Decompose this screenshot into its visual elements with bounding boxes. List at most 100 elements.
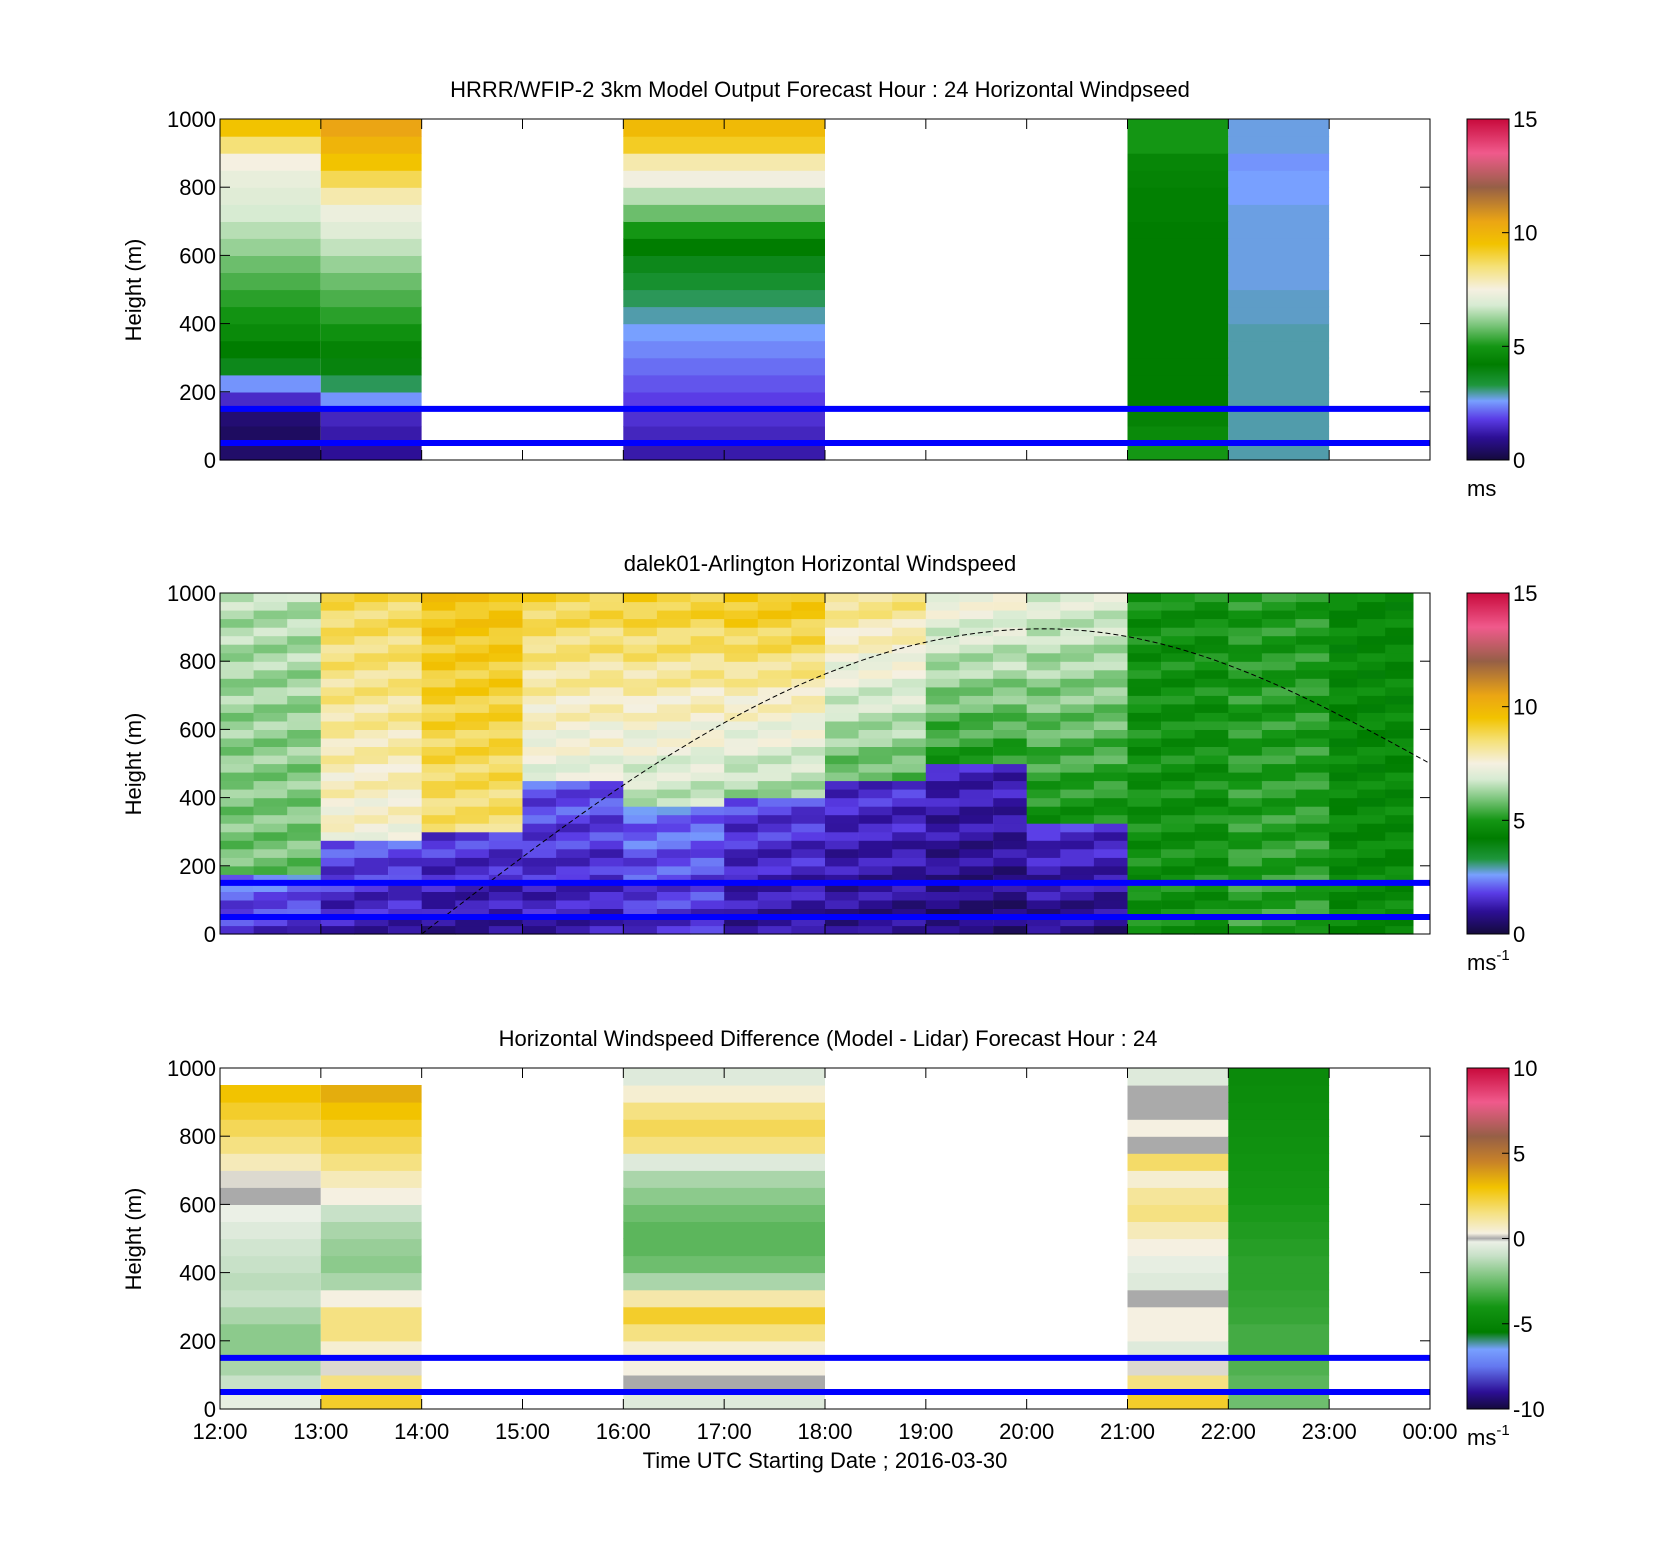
heatmap-cell	[1127, 601, 1162, 611]
heatmap-cell	[1127, 357, 1229, 376]
heatmap-cell	[421, 695, 456, 705]
heatmap-cell	[287, 593, 322, 603]
heatmap-cell	[354, 755, 389, 765]
heatmap-cell	[1261, 661, 1296, 671]
heatmap-cell	[993, 755, 1027, 765]
heatmap-cell	[724, 703, 759, 713]
heatmap-cell	[690, 772, 725, 782]
heatmap-cell	[656, 874, 691, 884]
heatmap-cell	[1357, 806, 1386, 816]
heatmap-cell	[1295, 737, 1330, 747]
heatmap-cell	[320, 1221, 422, 1240]
colorbar-tick-label: 10	[1513, 695, 1537, 720]
heatmap-cell	[522, 806, 557, 816]
x-tick-label: 23:00	[1302, 1419, 1357, 1444]
heatmap-cell	[388, 755, 422, 765]
heatmap-cell	[1385, 703, 1414, 713]
heatmap-cell	[1385, 865, 1414, 875]
heatmap-cell	[287, 908, 322, 918]
heatmap-cell	[1060, 874, 1095, 884]
panel-difference-x-ticks: 12:00 13:00 14:00 15:00 16:00 17:00 18:00 19:00…	[192, 1068, 1458, 1444]
heatmap-cell	[354, 678, 389, 688]
heatmap-cell	[1161, 661, 1195, 671]
heatmap-cell	[623, 652, 658, 662]
heatmap-cell	[1228, 831, 1263, 841]
heatmap-cell	[1228, 1187, 1330, 1205]
heatmap-cell	[1093, 712, 1128, 722]
heatmap-cell	[623, 925, 658, 935]
heatmap-cell	[1194, 737, 1229, 747]
heatmap-cell	[1295, 814, 1330, 824]
heatmap-cell	[1194, 823, 1229, 833]
heatmap-cell	[993, 823, 1027, 833]
heatmap-cell	[220, 306, 321, 325]
heatmap-cell	[623, 755, 658, 765]
heatmap-cell	[993, 891, 1027, 901]
heatmap-cell	[791, 891, 826, 901]
heatmap-cell	[320, 1187, 422, 1205]
heatmap-cell	[320, 136, 422, 154]
heatmap-cell	[1093, 874, 1128, 884]
heatmap-cell	[656, 797, 691, 807]
heatmap-cell	[1026, 908, 1061, 918]
heatmap-cell	[388, 908, 422, 918]
heatmap-cell	[1194, 610, 1229, 620]
heatmap-cell	[1194, 899, 1229, 909]
heatmap-cell	[724, 806, 759, 816]
heatmap-cell	[287, 678, 322, 688]
heatmap-cell	[488, 644, 523, 654]
heatmap-cell	[757, 806, 792, 816]
heatmap-cell	[1228, 1374, 1330, 1393]
heatmap-cell	[220, 908, 254, 918]
heatmap-cell	[892, 908, 927, 918]
heatmap-cell	[623, 1357, 825, 1376]
heatmap-cell	[220, 678, 254, 688]
heatmap-cell	[959, 772, 994, 782]
colorbar-unit: ms-1	[1467, 1422, 1510, 1450]
heatmap-cell	[1228, 644, 1263, 654]
heatmap-cell	[1228, 848, 1263, 858]
heatmap-cell	[1026, 703, 1061, 713]
heatmap-cell	[1194, 729, 1229, 739]
heatmap-cell	[220, 221, 321, 239]
heatmap-cell	[522, 635, 557, 645]
heatmap-cell	[791, 874, 826, 884]
heatmap-cell	[287, 772, 322, 782]
heatmap-cell	[690, 899, 725, 909]
heatmap-cell	[1026, 737, 1061, 747]
heatmap-cell	[1093, 917, 1128, 927]
heatmap-cell	[1127, 772, 1162, 782]
heatmap-cell	[320, 703, 355, 713]
heatmap-cell	[421, 669, 456, 679]
heatmap-cell	[1161, 618, 1195, 628]
heatmap-cell	[253, 806, 288, 816]
heatmap-cell	[690, 831, 725, 841]
heatmap-cell	[455, 695, 490, 705]
heatmap-cell	[724, 686, 759, 696]
heatmap-cell	[925, 601, 960, 611]
heatmap-cell	[220, 618, 254, 628]
heatmap-cell	[220, 772, 254, 782]
heatmap-cell	[1127, 737, 1162, 747]
heatmap-cell	[589, 635, 624, 645]
heatmap-cell	[892, 814, 927, 824]
heatmap-cell	[1060, 831, 1095, 841]
panel-model-x-ticks	[219, 119, 1431, 460]
heatmap-cell	[421, 848, 456, 858]
heatmap-cell	[1060, 780, 1095, 790]
heatmap-cell	[858, 823, 893, 833]
heatmap-cell	[556, 806, 590, 816]
heatmap-cell	[623, 678, 658, 688]
heatmap-cell	[320, 661, 355, 671]
heatmap-cell	[1228, 374, 1330, 393]
heatmap-cell	[1228, 323, 1330, 342]
heatmap-cell	[455, 789, 490, 799]
heatmap-cell	[623, 823, 658, 833]
heatmap-cell	[690, 703, 725, 713]
heatmap-cell	[1026, 925, 1061, 935]
heatmap-cell	[1329, 874, 1358, 884]
panel-lidar: dalek01-Arlington Horizontal Windspeed 0…	[121, 551, 1537, 975]
heatmap-cell	[791, 601, 826, 611]
heatmap-cell	[220, 797, 254, 807]
heatmap-cell	[1127, 780, 1162, 790]
